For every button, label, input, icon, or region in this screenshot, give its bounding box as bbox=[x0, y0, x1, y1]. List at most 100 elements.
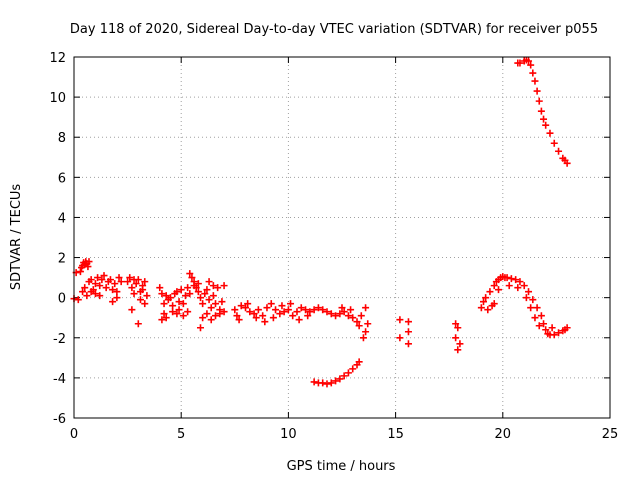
y-axis-label: SDTVAR / TECUs bbox=[9, 184, 24, 291]
data-point bbox=[332, 377, 340, 385]
data-point bbox=[91, 280, 99, 288]
y-axis-ticks: -6 -4 -2 0 2 4 6 8 10 12 bbox=[49, 51, 610, 427]
data-point bbox=[160, 310, 168, 318]
data-point bbox=[527, 61, 535, 69]
data-point bbox=[357, 312, 365, 320]
data-point bbox=[212, 300, 220, 308]
data-point bbox=[327, 379, 335, 387]
data-point bbox=[525, 288, 533, 296]
data-point bbox=[141, 278, 149, 286]
data-point bbox=[139, 286, 147, 294]
data-point bbox=[91, 290, 99, 298]
data-point bbox=[304, 312, 312, 320]
x-tick-label: 5 bbox=[177, 427, 185, 442]
data-point bbox=[203, 310, 211, 318]
data-point bbox=[207, 316, 215, 324]
data-point bbox=[83, 292, 91, 300]
data-point bbox=[130, 290, 138, 298]
data-point bbox=[166, 294, 174, 302]
data-point bbox=[548, 324, 556, 332]
data-point bbox=[216, 310, 224, 318]
data-point bbox=[184, 284, 192, 292]
data-point bbox=[310, 306, 318, 314]
data-point bbox=[512, 276, 520, 284]
data-point bbox=[246, 308, 254, 316]
data-point bbox=[327, 310, 335, 318]
data-point bbox=[452, 320, 460, 328]
y-tick-label: -6 bbox=[53, 412, 66, 427]
data-point bbox=[537, 312, 545, 320]
data-point bbox=[269, 314, 277, 322]
data-point bbox=[196, 294, 204, 302]
data-point bbox=[214, 284, 222, 292]
data-point bbox=[220, 308, 228, 316]
data-point bbox=[533, 87, 541, 95]
data-point bbox=[94, 274, 102, 282]
data-point bbox=[173, 288, 181, 296]
data-point bbox=[231, 306, 239, 314]
data-point bbox=[362, 328, 370, 336]
data-point bbox=[132, 280, 140, 288]
data-point bbox=[535, 97, 543, 105]
data-point bbox=[233, 312, 241, 320]
x-axis-ticks: 0 5 10 15 20 25 bbox=[70, 57, 618, 442]
data-point bbox=[130, 276, 138, 284]
y-tick-label: 12 bbox=[49, 51, 66, 66]
plot-frame bbox=[73, 56, 611, 419]
data-point bbox=[205, 296, 213, 304]
data-point bbox=[563, 159, 571, 167]
data-point bbox=[201, 290, 209, 298]
data-point bbox=[98, 276, 106, 284]
data-point bbox=[338, 304, 346, 312]
y-tick-label: 8 bbox=[58, 131, 66, 146]
data-point bbox=[514, 284, 522, 292]
y-tick-label: -4 bbox=[53, 372, 66, 387]
data-point bbox=[205, 278, 213, 286]
y-tick-label: -2 bbox=[53, 332, 66, 347]
data-point bbox=[522, 294, 530, 302]
data-point bbox=[503, 274, 511, 282]
data-point bbox=[158, 290, 166, 298]
y-tick-label: 0 bbox=[58, 292, 66, 307]
data-point bbox=[199, 314, 207, 322]
data-point bbox=[293, 308, 301, 316]
data-point bbox=[252, 314, 260, 322]
data-point bbox=[209, 282, 217, 290]
data-point bbox=[507, 275, 515, 283]
data-point bbox=[87, 288, 95, 296]
data-point bbox=[186, 290, 194, 298]
data-point bbox=[546, 129, 554, 137]
data-point bbox=[319, 379, 327, 387]
data-point bbox=[76, 268, 84, 276]
data-point bbox=[109, 286, 117, 294]
data-point bbox=[484, 306, 492, 314]
data-point bbox=[136, 296, 144, 304]
data-point bbox=[336, 310, 344, 318]
data-point bbox=[113, 288, 121, 296]
data-point bbox=[486, 288, 494, 296]
data-point bbox=[550, 139, 558, 147]
data-point bbox=[355, 322, 363, 330]
data-point bbox=[364, 320, 372, 328]
data-point bbox=[527, 304, 535, 312]
data-point bbox=[563, 324, 571, 332]
data-point bbox=[520, 282, 528, 290]
data-point bbox=[203, 286, 211, 294]
data-point bbox=[490, 300, 498, 308]
data-point bbox=[396, 316, 404, 324]
data-point bbox=[306, 308, 314, 316]
data-point bbox=[347, 306, 355, 314]
data-point bbox=[212, 312, 220, 320]
data-point bbox=[555, 147, 563, 155]
data-point bbox=[84, 263, 92, 271]
data-point bbox=[134, 320, 142, 328]
data-point bbox=[175, 306, 183, 314]
data-point bbox=[181, 292, 189, 300]
data-point bbox=[194, 280, 202, 288]
x-tick-label: 10 bbox=[280, 427, 297, 442]
data-point bbox=[297, 304, 305, 312]
data-point bbox=[179, 312, 187, 320]
data-point bbox=[542, 326, 550, 334]
data-point bbox=[169, 308, 177, 316]
y-tick-label: 4 bbox=[58, 211, 66, 226]
